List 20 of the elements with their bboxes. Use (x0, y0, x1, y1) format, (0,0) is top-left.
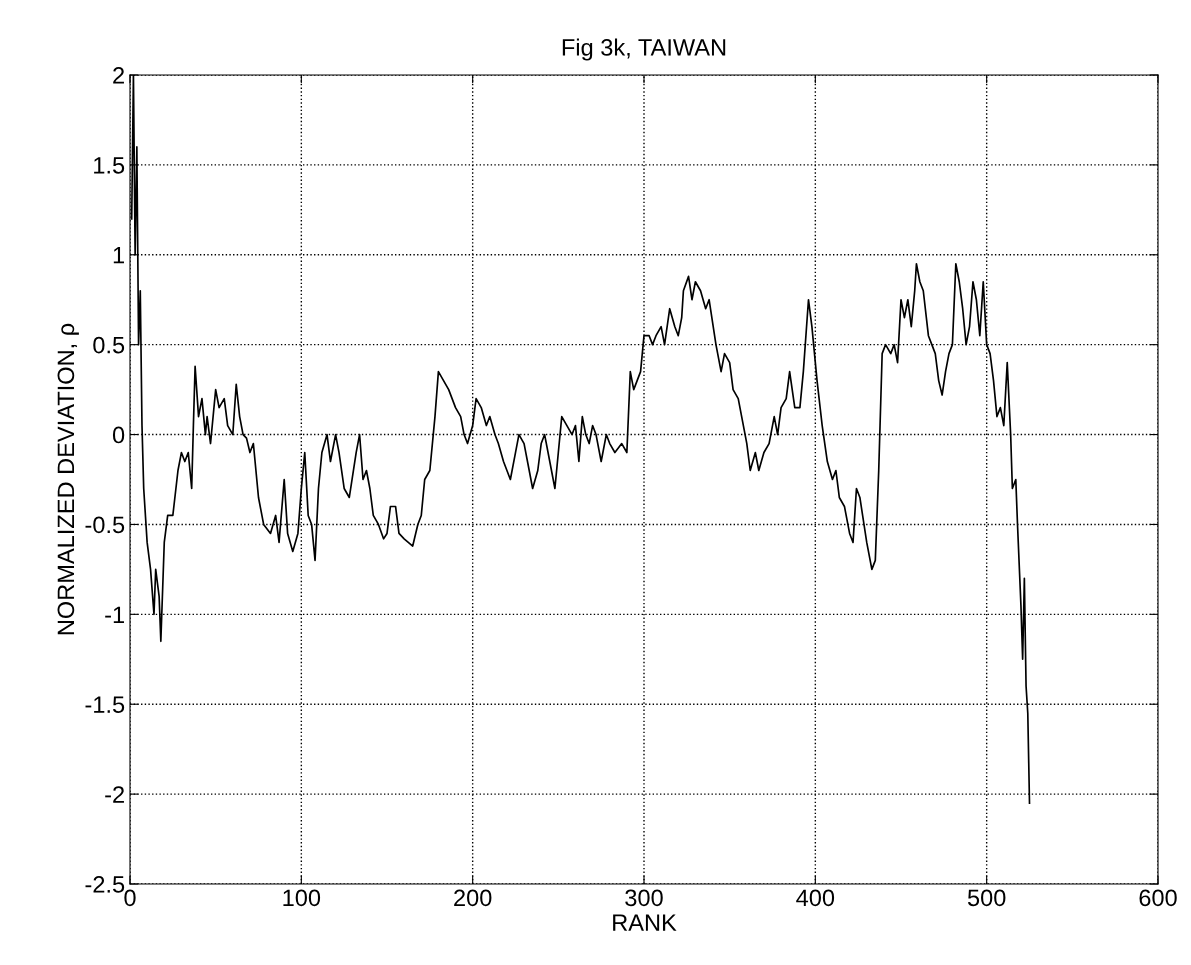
x-tick-label: 200 (454, 889, 492, 907)
y-tick-label: -1 (105, 606, 124, 623)
y-tick-label: 2 (113, 67, 124, 84)
x-tick-label: 100 (283, 889, 321, 907)
y-tick-label: 1 (113, 247, 124, 264)
y-tick-label: -2.5 (85, 876, 125, 893)
y-axis-title: NORMALIZED DEVIATION, ρ (57, 323, 79, 635)
y-tick-label: 1.5 (94, 157, 125, 174)
x-axis-title: RANK (613, 914, 677, 931)
y-tick-label: -0.5 (85, 516, 125, 534)
y-tick-label: -2 (105, 786, 124, 803)
chart-title: Fig 3k, TAIWAN (562, 38, 726, 61)
x-tick-label: 600 (1139, 889, 1177, 907)
x-tick-label: 500 (967, 889, 1006, 907)
y-tick-label: 0.5 (93, 336, 125, 354)
x-tick-label: 400 (796, 889, 835, 907)
x-tick-label: 0 (124, 889, 136, 907)
y-tick-label: -1.5 (85, 696, 125, 714)
y-tick-label: 0 (112, 426, 125, 444)
x-tick-label: 300 (625, 889, 663, 907)
